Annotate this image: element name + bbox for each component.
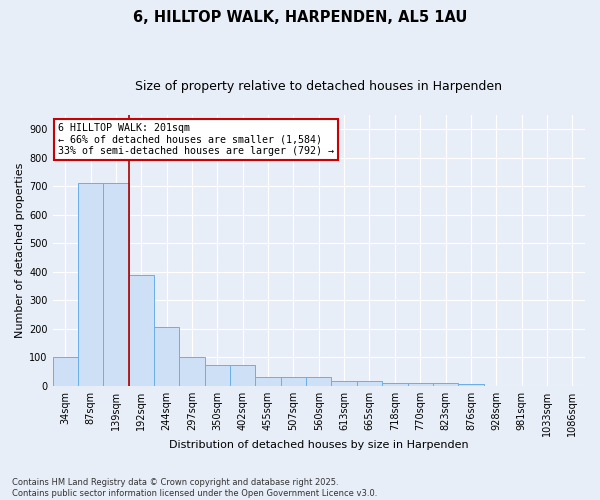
Text: 6 HILLTOP WALK: 201sqm
← 66% of detached houses are smaller (1,584)
33% of semi-: 6 HILLTOP WALK: 201sqm ← 66% of detached… xyxy=(58,123,334,156)
Title: Size of property relative to detached houses in Harpenden: Size of property relative to detached ho… xyxy=(135,80,502,93)
Bar xyxy=(230,365,256,386)
Text: Contains HM Land Registry data © Crown copyright and database right 2025.
Contai: Contains HM Land Registry data © Crown c… xyxy=(12,478,377,498)
Bar xyxy=(281,376,306,386)
Bar xyxy=(179,357,205,386)
Bar xyxy=(382,383,407,386)
Bar xyxy=(407,383,433,386)
X-axis label: Distribution of detached houses by size in Harpenden: Distribution of detached houses by size … xyxy=(169,440,469,450)
Text: 6, HILLTOP WALK, HARPENDEN, AL5 1AU: 6, HILLTOP WALK, HARPENDEN, AL5 1AU xyxy=(133,10,467,25)
Bar xyxy=(103,184,128,386)
Bar xyxy=(458,384,484,386)
Bar xyxy=(433,383,458,386)
Bar xyxy=(128,274,154,386)
Bar xyxy=(78,184,103,386)
Bar xyxy=(205,365,230,386)
Bar xyxy=(256,377,281,386)
Bar xyxy=(306,376,331,386)
Bar xyxy=(331,380,357,386)
Bar xyxy=(53,357,78,386)
Bar xyxy=(154,326,179,386)
Bar xyxy=(357,380,382,386)
Y-axis label: Number of detached properties: Number of detached properties xyxy=(15,162,25,338)
